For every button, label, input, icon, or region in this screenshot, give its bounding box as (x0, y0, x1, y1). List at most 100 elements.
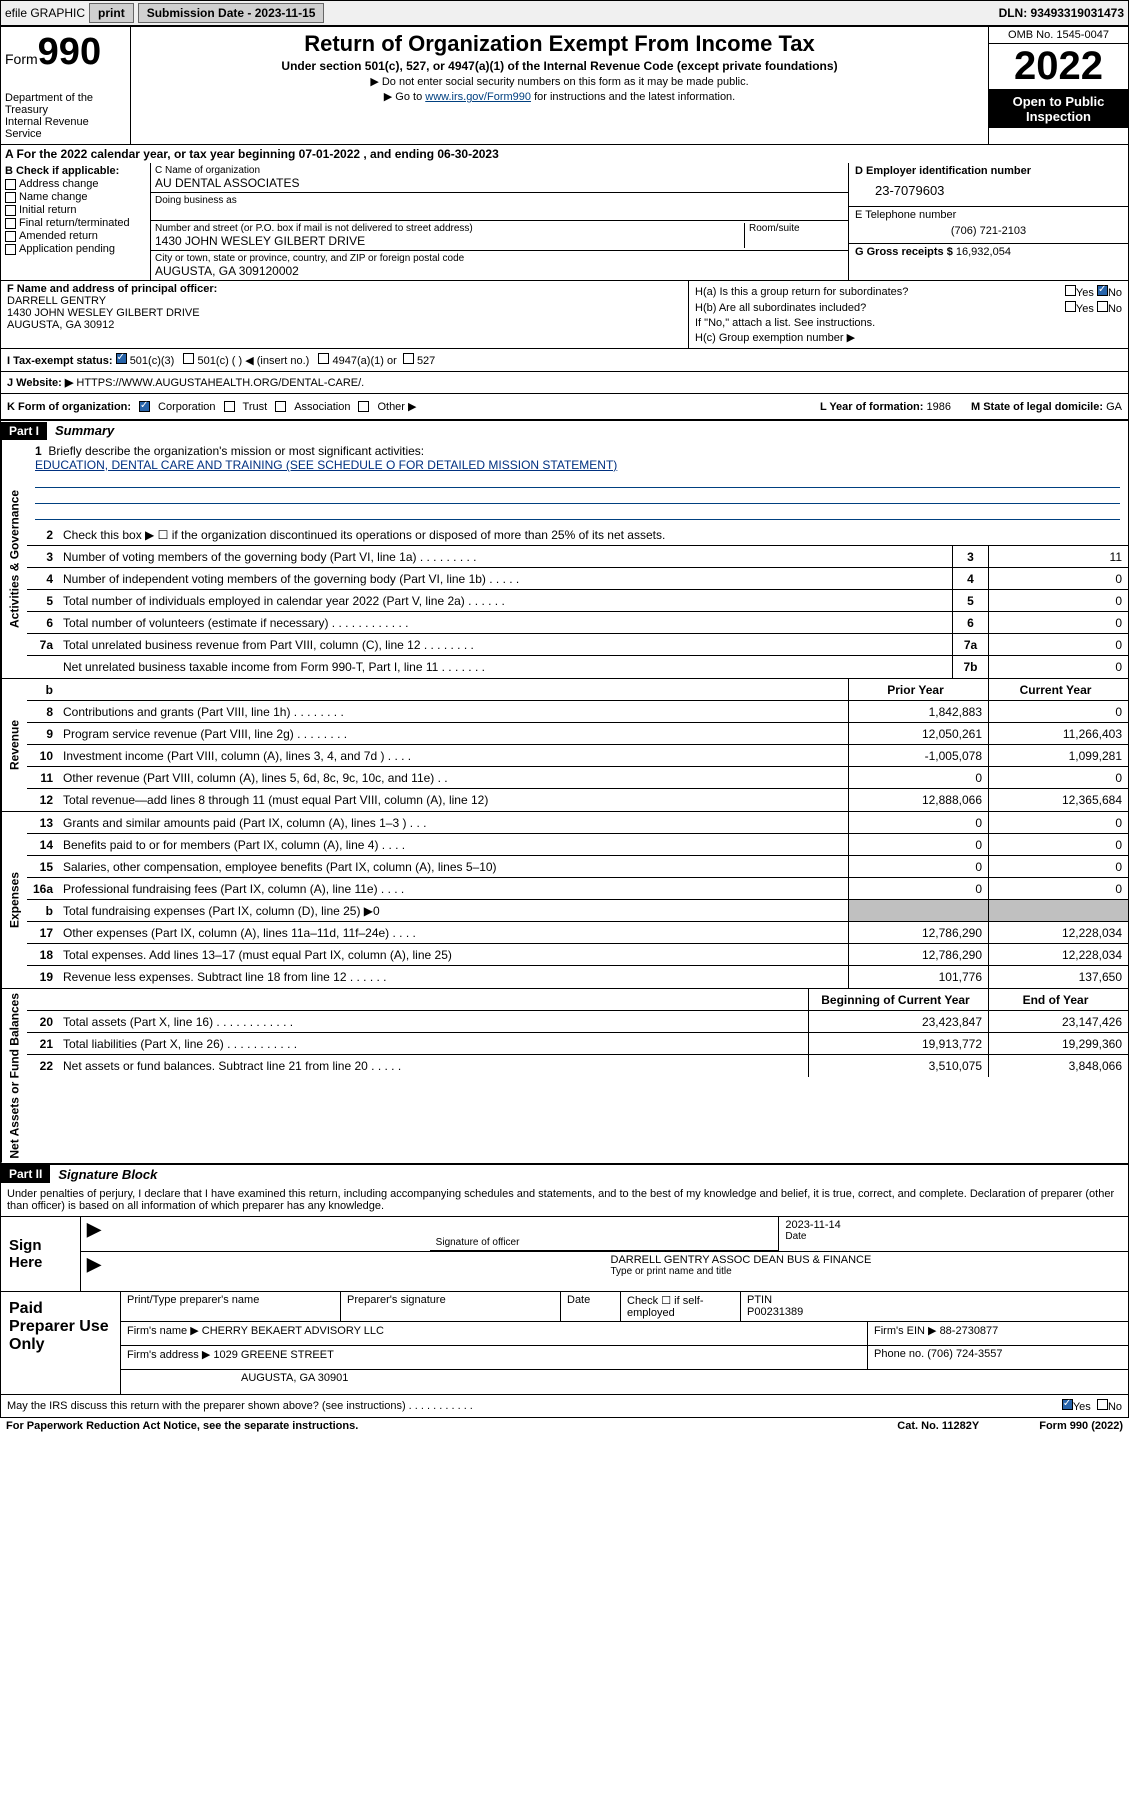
city-label: City or town, state or province, country… (155, 253, 844, 264)
omb: OMB No. 1545-0047 (989, 27, 1128, 44)
part2-header: Part II Signature Block (0, 1164, 1129, 1184)
firm-phone: (706) 724-3557 (927, 1348, 1002, 1360)
sig-date-val: 2023-11-14 (785, 1219, 1122, 1231)
k-label: K Form of organization: (7, 401, 131, 413)
dba-label: Doing business as (155, 195, 844, 206)
f-label: F Name and address of principal officer: (7, 283, 682, 295)
table-row: 14 Benefits paid to or for members (Part… (27, 834, 1128, 856)
sign-here-label: Sign Here (1, 1217, 81, 1291)
checkbox-initial-return[interactable]: Initial return (5, 204, 146, 216)
checkbox-amended-return[interactable]: Amended return (5, 230, 146, 242)
form-subtitle: Under section 501(c), 527, or 4947(a)(1)… (135, 59, 984, 73)
discuss-text: May the IRS discuss this return with the… (7, 1400, 473, 1412)
hb-label: H(b) Are all subordinates included? (695, 302, 866, 314)
f-name: DARRELL GENTRY (7, 295, 682, 307)
table-row: 20 Total assets (Part X, line 16) . . . … (27, 1011, 1128, 1033)
table-row: 16a Professional fundraising fees (Part … (27, 878, 1128, 900)
name-title-label: Type or print name and title (611, 1266, 1123, 1277)
discuss-yes-checkbox[interactable] (1062, 1399, 1073, 1410)
form-ref: Form 990 (2022) (1039, 1420, 1123, 1432)
table-row: 11 Other revenue (Part VIII, column (A),… (27, 767, 1128, 789)
form-header: Form990 Department of the Treasury Inter… (0, 26, 1129, 145)
ha-label: H(a) Is this a group return for subordin… (695, 286, 908, 298)
preparer-block: Paid Preparer Use Only Print/Type prepar… (0, 1292, 1129, 1395)
footer-line: For Paperwork Reduction Act Notice, see … (0, 1418, 1129, 1434)
side-revenue: Revenue (1, 679, 27, 811)
period-line: A For the 2022 calendar year, or tax yea… (0, 145, 1129, 163)
efile-label: efile GRAPHIC (5, 6, 85, 20)
discuss-no-checkbox[interactable] (1097, 1399, 1108, 1410)
org-name: AU DENTAL ASSOCIATES (155, 176, 844, 190)
mission-text[interactable]: EDUCATION, DENTAL CARE AND TRAINING (SEE… (35, 458, 617, 472)
checkbox-application-pending[interactable]: Application pending (5, 243, 146, 255)
checkbox-address-change[interactable]: Address change (5, 178, 146, 190)
table-row: 8 Contributions and grants (Part VIII, l… (27, 701, 1128, 723)
table-row: 4 Number of independent voting members o… (27, 568, 1128, 590)
table-row: 10 Investment income (Part VIII, column … (27, 745, 1128, 767)
city: AUGUSTA, GA 309120002 (155, 264, 844, 278)
firm-ein: 88-2730877 (940, 1325, 999, 1337)
row-j: J Website: ▶ HTTPS://WWW.AUGUSTAHEALTH.O… (0, 372, 1129, 394)
chk-corporation[interactable] (139, 401, 150, 412)
phone: (706) 721-2103 (855, 221, 1122, 241)
table-row: 6 Total number of volunteers (estimate i… (27, 612, 1128, 634)
paperwork-notice: For Paperwork Reduction Act Notice, see … (6, 1420, 358, 1432)
year-formation: 1986 (927, 401, 951, 413)
irs-line: Internal Revenue Service (5, 116, 126, 140)
side-expenses: Expenses (1, 812, 27, 988)
section-a: B Check if applicable: Address change Na… (0, 163, 1129, 281)
arrow-icon: ▶ (87, 1219, 101, 1239)
ptin: P00231389 (747, 1306, 803, 1318)
netassets-header-row: Beginning of Current Year End of Year (27, 989, 1128, 1011)
fh-block: F Name and address of principal officer:… (0, 281, 1129, 349)
gross-amount: 16,932,054 (956, 246, 1011, 258)
table-row: 3 Number of voting members of the govern… (27, 546, 1128, 568)
section-c: C Name of organization AU DENTAL ASSOCIA… (151, 163, 848, 280)
table-row: 9 Program service revenue (Part VIII, li… (27, 723, 1128, 745)
revenue-header-row: b Prior Year Current Year (27, 679, 1128, 701)
section-de: D Employer identification number 23-7079… (848, 163, 1128, 280)
table-row: 13 Grants and similar amounts paid (Part… (27, 812, 1128, 834)
chk-501c3[interactable] (116, 353, 127, 364)
table-row: Net unrelated business taxable income fr… (27, 656, 1128, 678)
tax-year: 2022 (989, 44, 1128, 90)
netassets-block: Net Assets or Fund Balances Beginning of… (0, 989, 1129, 1164)
hb-note: If "No," attach a list. See instructions… (695, 317, 1122, 329)
addr: 1430 JOHN WESLEY GILBERT DRIVE (155, 234, 744, 248)
form-label: Form990 (5, 31, 126, 74)
row-klm: K Form of organization: Corporation Trus… (0, 394, 1129, 420)
form-header-left: Form990 Department of the Treasury Inter… (1, 27, 131, 144)
table-row: 7a Total unrelated business revenue from… (27, 634, 1128, 656)
table-row: 17 Other expenses (Part IX, column (A), … (27, 922, 1128, 944)
firm-name: CHERRY BEKAERT ADVISORY LLC (202, 1325, 384, 1337)
hc-label: H(c) Group exemption number ▶ (695, 331, 1122, 344)
preparer-label: Paid Preparer Use Only (1, 1292, 121, 1394)
part1-header: Part I Summary (0, 420, 1129, 440)
table-row: 22 Net assets or fund balances. Subtract… (27, 1055, 1128, 1077)
checkbox-final-return[interactable]: Final return/terminated (5, 217, 146, 229)
form-header-right: OMB No. 1545-0047 2022 Open to Public In… (988, 27, 1128, 144)
part2-badge: Part II (1, 1165, 50, 1183)
prep-h3: Date (561, 1292, 621, 1321)
prep-h1: Print/Type preparer's name (121, 1292, 341, 1321)
prep-h2: Preparer's signature (341, 1292, 561, 1321)
signature-declaration: Under penalties of perjury, I declare th… (0, 1184, 1129, 1216)
submission-date-button[interactable]: Submission Date - 2023-11-15 (138, 3, 325, 23)
form-header-center: Return of Organization Exempt From Incom… (131, 27, 988, 144)
officer-name-title: DARRELL GENTRY ASSOC DEAN BUS & FINANCE (611, 1254, 1123, 1266)
ein: 23-7079603 (855, 177, 1122, 204)
sig-officer-label: Signature of officer (436, 1237, 773, 1248)
arrow-icon: ▶ (87, 1254, 101, 1274)
section-b-title: B Check if applicable: (5, 165, 146, 177)
table-row: 19 Revenue less expenses. Subtract line … (27, 966, 1128, 988)
sign-here-block: Sign Here ▶ Signature of officer 2023-11… (0, 1216, 1129, 1292)
firm-addr2: AUGUSTA, GA 30901 (121, 1370, 1128, 1394)
table-row: 21 Total liabilities (Part X, line 26) .… (27, 1033, 1128, 1055)
checkbox-name-change[interactable]: Name change (5, 191, 146, 203)
irs-link[interactable]: www.irs.gov/Form990 (425, 91, 531, 103)
table-row: 18 Total expenses. Add lines 13–17 (must… (27, 944, 1128, 966)
table-row: 12 Total revenue—add lines 8 through 11 … (27, 789, 1128, 811)
i-label: I Tax-exempt status: (7, 355, 113, 367)
print-button[interactable]: print (89, 3, 134, 23)
part2-title: Signature Block (50, 1165, 165, 1184)
